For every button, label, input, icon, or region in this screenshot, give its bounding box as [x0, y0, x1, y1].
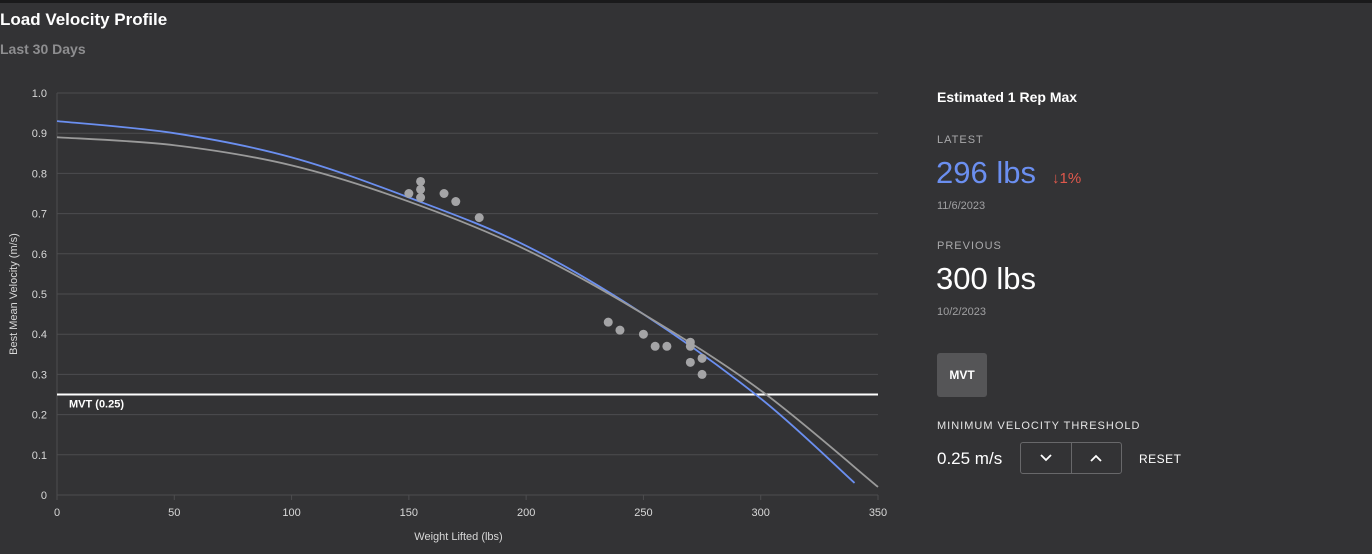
latest-label: LATEST	[937, 134, 984, 146]
decrease-button[interactable]	[1021, 443, 1071, 473]
previous-date: 10/2/2023	[937, 306, 986, 318]
page-subtitle: Last 30 Days	[0, 41, 86, 57]
data-point	[416, 184, 426, 194]
y-tick-label: 0.9	[32, 128, 47, 140]
y-tick-label: 0.8	[32, 168, 47, 180]
previous-value: 300 lbs	[936, 261, 1036, 296]
y-tick-label: 0.2	[32, 410, 47, 422]
mvt-stepper	[1020, 442, 1122, 474]
fit-curve	[56, 120, 856, 484]
data-point	[404, 189, 414, 198]
y-tick-label: 0.6	[32, 249, 47, 261]
data-point	[416, 176, 426, 186]
data-point	[638, 329, 648, 339]
data-point	[685, 341, 695, 351]
fit-curve	[56, 136, 879, 488]
y-tick-label: 0.1	[32, 450, 47, 462]
latest-value: 296 lbs	[936, 155, 1036, 190]
data-point	[650, 341, 660, 351]
data-point	[685, 357, 695, 367]
reset-button[interactable]: RESET	[1139, 452, 1182, 466]
latest-date: 11/6/2023	[937, 200, 986, 212]
data-point	[697, 369, 707, 379]
y-tick-label: 0.5	[32, 289, 47, 301]
y-tick-label: 1.0	[32, 88, 47, 100]
data-point	[439, 189, 449, 198]
x-tick-label: 300	[752, 507, 770, 519]
mvt-button[interactable]: MVT	[937, 353, 987, 397]
x-tick-label: 350	[869, 507, 887, 519]
y-tick-label: 0.7	[32, 209, 47, 221]
y-tick-label: 0.4	[32, 329, 47, 341]
load-velocity-chart: 0 0.1 0.2 0.3 0.4 0.5 0.6 0.7 0.8 0.9 1.0 0 50 100 150…	[8, 88, 887, 543]
mvt-threshold-label: MVT (0.25)	[69, 399, 124, 411]
data-point	[615, 325, 625, 335]
mvt-heading: MINIMUM VELOCITY THRESHOLD	[937, 420, 1141, 432]
arrow-down-icon: ↓	[1052, 170, 1060, 187]
change-badge: ↓1%	[1052, 170, 1081, 187]
y-axis-title: Best Mean Velocity (m/s)	[8, 233, 20, 355]
x-tick-label: 200	[517, 507, 535, 519]
x-tick-label: 100	[282, 507, 300, 519]
y-tick-label: 0	[41, 490, 47, 502]
chevron-down-icon	[1040, 454, 1052, 462]
data-point	[451, 197, 461, 207]
increase-button[interactable]	[1070, 443, 1122, 473]
top-border	[0, 0, 1372, 3]
data-point	[697, 353, 707, 363]
e1rm-title: Estimated 1 Rep Max	[937, 89, 1078, 105]
data-point	[662, 341, 672, 351]
x-tick-label: 250	[634, 507, 652, 519]
x-tick-label: 50	[168, 507, 180, 519]
mvt-value: 0.25 m/s	[937, 449, 1003, 468]
x-tick-label: 0	[54, 507, 60, 519]
x-axis-title: Weight Lifted (lbs)	[414, 531, 502, 543]
page-title: Load Velocity Profile	[0, 10, 168, 29]
x-tick-label: 150	[400, 507, 418, 519]
y-tick-label: 0.3	[32, 369, 47, 381]
data-point	[416, 193, 426, 203]
chevron-up-icon	[1090, 454, 1102, 462]
data-point	[474, 213, 484, 223]
data-point	[603, 317, 613, 327]
previous-label: PREVIOUS	[937, 240, 1002, 252]
change-value: 1%	[1059, 170, 1082, 187]
